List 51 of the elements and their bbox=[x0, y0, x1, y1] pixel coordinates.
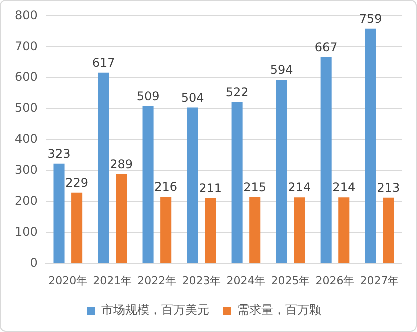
data-label: 229 bbox=[66, 176, 89, 190]
bar bbox=[205, 198, 216, 264]
x-tick-label: 2020年 bbox=[48, 274, 88, 288]
y-tick-label: 400 bbox=[15, 132, 38, 146]
bar bbox=[294, 198, 306, 264]
data-label: 323 bbox=[48, 146, 71, 161]
y-tick-label: 200 bbox=[15, 194, 38, 208]
bar bbox=[98, 72, 110, 264]
bar bbox=[187, 108, 198, 264]
data-label: 594 bbox=[270, 63, 294, 78]
data-label: 509 bbox=[136, 89, 160, 104]
bar bbox=[365, 28, 376, 264]
x-tick-label: 2026年 bbox=[316, 274, 355, 288]
y-tick-label: 0 bbox=[30, 256, 38, 270]
data-label: 216 bbox=[154, 180, 178, 194]
x-tick-label: 2022年 bbox=[138, 274, 177, 288]
legend-label: 需求量，百万颗 bbox=[238, 303, 322, 318]
legend-label: 市场规模，百万美元 bbox=[102, 303, 210, 318]
data-label: 289 bbox=[110, 157, 134, 172]
data-label: 617 bbox=[92, 56, 116, 70]
data-label: 504 bbox=[181, 90, 204, 105]
y-tick-label: 300 bbox=[15, 163, 38, 178]
x-tick-label: 2023年 bbox=[182, 274, 222, 288]
bar bbox=[232, 102, 243, 264]
x-tick-label: 2027年 bbox=[360, 274, 400, 288]
data-label: 214 bbox=[332, 180, 356, 195]
bar bbox=[383, 198, 394, 264]
x-tick-label: 2024年 bbox=[226, 274, 266, 288]
data-label: 522 bbox=[226, 85, 249, 100]
y-tick-label: 600 bbox=[15, 70, 38, 84]
data-label: 759 bbox=[359, 12, 382, 26]
y-tick-label: 800 bbox=[15, 8, 38, 22]
y-tick-label: 100 bbox=[15, 224, 38, 239]
bar bbox=[250, 197, 261, 264]
bar bbox=[338, 198, 350, 264]
data-label: 211 bbox=[199, 182, 222, 196]
bar bbox=[142, 106, 154, 264]
bar bbox=[54, 164, 65, 264]
data-label: 215 bbox=[244, 180, 267, 194]
x-tick-label: 2025年 bbox=[271, 274, 310, 288]
bar bbox=[276, 80, 288, 264]
y-tick-label: 500 bbox=[15, 101, 38, 116]
x-tick-label: 2021年 bbox=[93, 274, 132, 288]
data-label: 213 bbox=[377, 181, 400, 195]
bar bbox=[116, 174, 128, 264]
bar bbox=[72, 192, 83, 264]
data-label: 214 bbox=[288, 180, 312, 195]
bar bbox=[320, 57, 332, 264]
data-label: 667 bbox=[314, 40, 338, 54]
bar bbox=[160, 196, 172, 264]
y-tick-label: 700 bbox=[15, 39, 38, 54]
